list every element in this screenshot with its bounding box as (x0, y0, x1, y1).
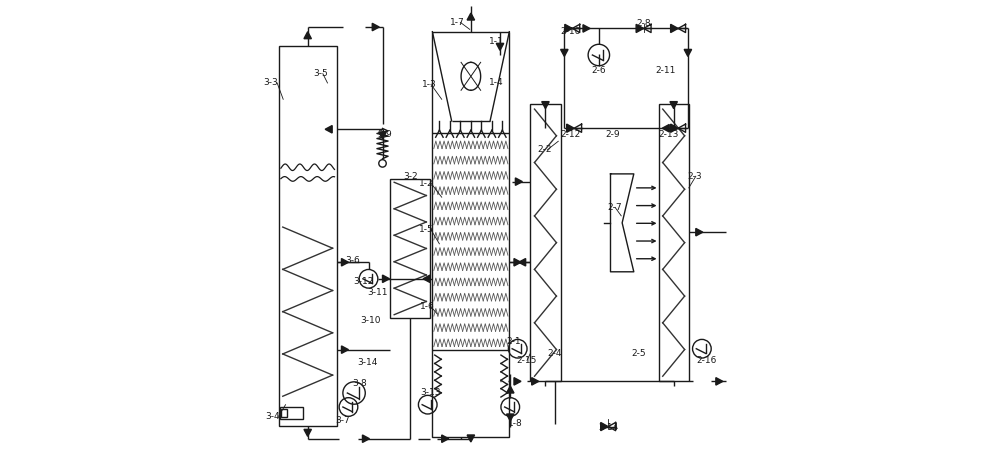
Polygon shape (608, 423, 616, 431)
Bar (280, 407, 303, 419)
Polygon shape (519, 258, 526, 266)
Text: 2-1: 2-1 (507, 337, 521, 346)
Polygon shape (671, 124, 678, 132)
Bar (659, 104, 689, 381)
Text: 2-5: 2-5 (632, 349, 646, 358)
Polygon shape (423, 275, 430, 282)
Bar (279, 45, 337, 426)
Text: 1-6: 1-6 (420, 302, 435, 311)
Text: 3-7: 3-7 (335, 416, 350, 425)
Text: 2-12: 2-12 (561, 130, 581, 139)
Text: 2-6: 2-6 (592, 66, 606, 75)
Polygon shape (507, 386, 514, 393)
Polygon shape (304, 430, 311, 436)
Text: 3-10: 3-10 (360, 316, 381, 325)
Text: 1-1: 1-1 (489, 37, 504, 45)
Polygon shape (671, 24, 678, 32)
Polygon shape (636, 24, 644, 32)
Bar (432, 32, 509, 437)
Text: 2-11: 2-11 (655, 66, 676, 75)
Polygon shape (532, 378, 539, 385)
Text: 2-14: 2-14 (598, 424, 618, 432)
Polygon shape (362, 435, 369, 442)
Text: 2-16: 2-16 (696, 356, 717, 365)
Polygon shape (716, 378, 723, 385)
Bar (281, 409, 287, 417)
Text: 1-5: 1-5 (419, 225, 434, 234)
Polygon shape (467, 435, 475, 442)
Polygon shape (325, 126, 332, 133)
Polygon shape (341, 258, 348, 266)
Text: 2-13: 2-13 (659, 130, 679, 139)
Polygon shape (514, 258, 521, 266)
Text: 3-8: 3-8 (352, 379, 367, 388)
Text: 1-3: 1-3 (422, 80, 437, 89)
Polygon shape (514, 378, 521, 385)
Polygon shape (565, 24, 572, 32)
Text: 3-2: 3-2 (403, 172, 418, 181)
Text: 3-13: 3-13 (421, 387, 441, 397)
Text: 3-11: 3-11 (368, 288, 388, 297)
Polygon shape (678, 24, 686, 32)
Polygon shape (379, 132, 386, 139)
Text: 2-10: 2-10 (561, 27, 581, 36)
Text: 3-12: 3-12 (354, 277, 374, 286)
Text: 2-4: 2-4 (547, 349, 562, 358)
Polygon shape (507, 414, 514, 421)
Text: 2-7: 2-7 (607, 203, 622, 212)
Polygon shape (561, 49, 568, 56)
Text: 1-7: 1-7 (450, 18, 464, 27)
Polygon shape (662, 124, 669, 132)
Text: 3-5: 3-5 (313, 69, 328, 78)
Polygon shape (670, 102, 677, 109)
Text: 2-8: 2-8 (636, 19, 651, 28)
Polygon shape (574, 124, 582, 132)
Text: 2-15: 2-15 (517, 356, 537, 365)
Text: 1-8: 1-8 (508, 419, 523, 428)
Polygon shape (304, 32, 311, 38)
Polygon shape (583, 25, 590, 32)
Text: 2-9: 2-9 (606, 130, 620, 139)
Polygon shape (542, 102, 549, 109)
Text: 3-9: 3-9 (377, 130, 392, 139)
Polygon shape (341, 346, 348, 353)
Text: 2-3: 2-3 (687, 172, 702, 181)
Polygon shape (572, 24, 580, 32)
Bar (530, 104, 561, 381)
Polygon shape (644, 24, 651, 32)
Polygon shape (567, 124, 574, 132)
Polygon shape (684, 49, 692, 56)
Polygon shape (467, 13, 475, 20)
Text: 3-14: 3-14 (357, 358, 377, 367)
Polygon shape (515, 178, 522, 185)
Text: 3-3: 3-3 (263, 78, 278, 88)
Polygon shape (372, 23, 379, 31)
Text: 3-4: 3-4 (265, 412, 280, 421)
Text: 2-2: 2-2 (537, 145, 552, 154)
Polygon shape (496, 43, 504, 50)
Polygon shape (601, 423, 608, 431)
Polygon shape (678, 124, 686, 132)
Bar (390, 179, 430, 318)
Polygon shape (696, 228, 703, 236)
Text: 1-4: 1-4 (489, 78, 504, 88)
Text: 1-2: 1-2 (419, 179, 434, 188)
Polygon shape (383, 275, 390, 282)
Polygon shape (442, 435, 449, 442)
Text: 3-6: 3-6 (346, 256, 361, 265)
